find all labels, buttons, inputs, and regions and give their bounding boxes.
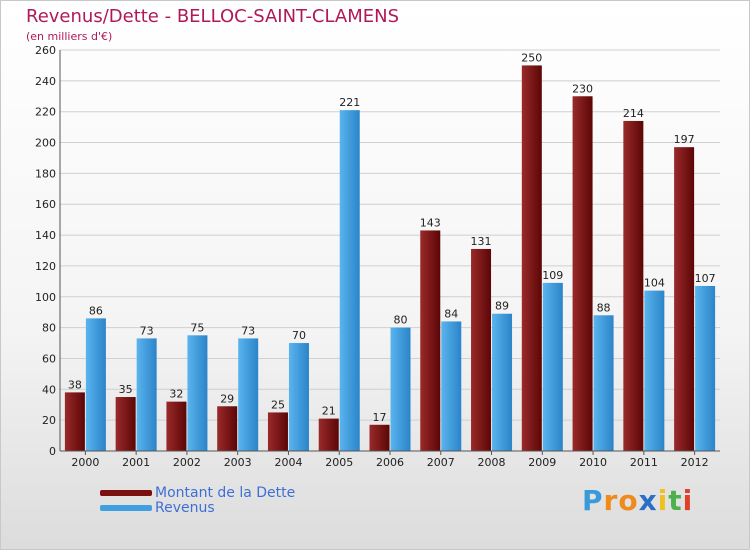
bar-debt [420,230,441,451]
data-label: 143 [420,216,441,229]
y-tick-label: 100 [35,291,56,304]
x-tick-label: 2004 [274,456,302,469]
data-label: 35 [119,383,133,396]
legend-label-revenue: Revenus [155,500,215,516]
bar-debt [623,120,644,451]
data-label: 38 [68,378,82,391]
bar-debt [572,96,593,452]
logo-letter: i [682,484,694,517]
data-label: 25 [271,398,285,411]
bar-revenue [288,343,309,451]
bar-debt [471,248,492,451]
data-label: 104 [644,277,665,290]
bar-revenue [695,285,716,451]
bar-layer [64,65,716,452]
data-label: 109 [542,269,563,282]
bar-revenue [644,290,665,451]
data-label: 86 [89,304,103,317]
data-label: 17 [373,411,387,424]
logo-letter: P [582,484,604,517]
bar-debt [318,418,339,451]
data-label: 21 [322,405,336,418]
bar-debt [64,392,85,451]
logo-letter: x [638,484,658,517]
y-tick-label: 160 [35,198,56,211]
logo-letter: r [603,484,619,517]
bar-debt [521,65,542,451]
bar-debt [166,401,187,451]
x-tick-label: 2009 [528,456,556,469]
data-label: 75 [190,321,204,334]
data-label: 131 [471,235,492,248]
data-label: 214 [623,107,644,120]
x-tick-label: 2008 [478,456,506,469]
data-label: 80 [394,314,408,327]
y-tick-label: 260 [35,44,56,57]
label-layer: 38 86 35 73 32 75 29 73 25 70 21 221 17 80 143 84 131 89 2… [68,51,716,423]
bar-revenue [542,282,563,451]
x-tick-label: 2011 [630,456,658,469]
bar-revenue [187,335,208,451]
data-label: 250 [521,51,542,64]
x-tick-label: 2010 [579,456,607,469]
grid-layer [60,49,720,452]
data-label: 73 [241,324,255,337]
axis-layer: 0 20 40 60 80 100 120 140 160 180 200 220 240 260 2000… [35,44,720,469]
chart-subtitle: (en milliers d'€) [26,30,113,43]
bar-revenue [136,338,157,451]
bar-revenue [85,318,106,451]
y-tick-label: 240 [35,75,56,88]
x-tick-label: 2005 [325,456,353,469]
bar-revenue [492,313,513,451]
x-tick-label: 2006 [376,456,404,469]
data-label: 84 [444,307,458,320]
bar-debt [369,424,390,451]
y-tick-label: 60 [42,352,56,365]
data-label: 29 [220,392,234,405]
y-tick-label: 220 [35,106,56,119]
chart-title: Revenus/Dette - BELLOC-SAINT-CLAMENS [26,6,399,27]
logo-letter: i [657,484,669,517]
bar-revenue [441,321,462,451]
data-label: 32 [169,388,183,401]
data-label: 221 [339,96,360,109]
data-label: 230 [572,82,593,95]
y-tick-label: 200 [35,137,56,150]
data-label: 73 [140,324,154,337]
bar-debt [267,412,288,451]
y-tick-label: 140 [35,229,56,242]
x-tick-label: 2003 [224,456,252,469]
data-label: 70 [292,329,306,342]
legend-swatch-revenue [100,505,152,511]
data-label: 197 [674,133,695,146]
data-label: 107 [695,272,716,285]
y-tick-label: 80 [42,322,56,335]
proxiti-logo: Proxiti [582,484,693,517]
logo-letter: o [618,484,639,517]
x-tick-label: 2000 [71,456,99,469]
y-tick-label: 40 [42,383,56,396]
bar-revenue [339,110,360,452]
y-tick-label: 20 [42,414,56,427]
bar-revenue [593,315,614,451]
data-label: 89 [495,300,509,313]
y-tick-label: 120 [35,260,56,273]
x-tick-label: 2002 [173,456,201,469]
logo-letter: t [668,484,683,517]
bar-revenue [238,338,259,451]
data-label: 88 [597,301,611,314]
x-tick-label: 2012 [681,456,709,469]
y-tick-label: 0 [49,445,56,458]
bar-debt [115,397,136,451]
x-tick-label: 2001 [122,456,150,469]
x-tick-label: 2007 [427,456,455,469]
y-tick-label: 180 [35,167,56,180]
bar-revenue [390,327,411,451]
legend-swatch-debt [100,490,152,496]
bar-debt [674,147,695,451]
legend-label-debt: Montant de la Dette [155,485,296,501]
bar-debt [217,406,238,451]
